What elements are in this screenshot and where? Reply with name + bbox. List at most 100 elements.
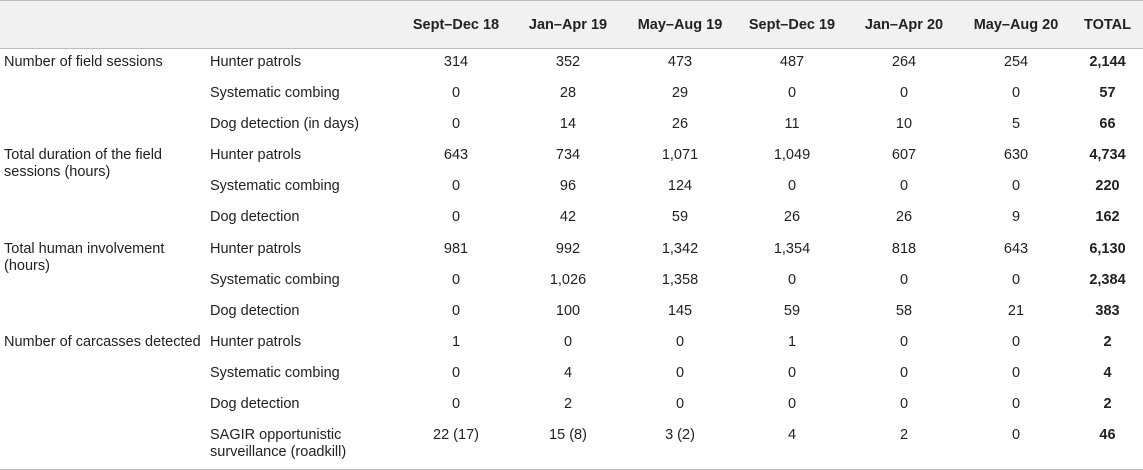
table-cell: 0 (899, 178, 909, 195)
column-header: May–Aug 19 (624, 0, 736, 49)
table-cell: 1,071 (661, 147, 699, 164)
row-method: Hunter patrols (210, 240, 302, 257)
total-cell: 57 (1099, 85, 1116, 102)
table-cell: 28 (559, 85, 577, 102)
table-cell: 14 (559, 116, 577, 133)
row-method: Systematic combing (210, 178, 340, 195)
table-row: Total human involvement (hours) Hunter p… (0, 236, 1143, 274)
table-cell: 352 (555, 54, 581, 70)
table-row: Dog detection 0 2 0 0 0 0 2 (0, 391, 1143, 422)
table-cell: 0 (451, 364, 461, 381)
table-row: Systematic combing 0 4 0 0 0 0 4 (0, 360, 1143, 391)
table-cell: 314 (443, 54, 469, 70)
table-row: Dog detection (in days) 0 14 26 11 10 5 … (0, 111, 1143, 142)
table-cell: 96 (559, 178, 577, 195)
table-cell: 0 (1011, 396, 1021, 413)
row-method: Dog detection (in days) (210, 116, 360, 133)
table-cell: 0 (1011, 85, 1021, 102)
row-method: Systematic combing (210, 85, 340, 102)
table-cell: 1,354 (773, 240, 811, 257)
table-row: Number of carcasses detected Hunter patr… (0, 328, 1143, 470)
row-method: Systematic combing (210, 271, 340, 288)
row-category: Total duration of the field sessions (ho… (4, 147, 162, 181)
total-cell: 2 (1103, 333, 1112, 350)
total-cell: 383 (1095, 302, 1120, 319)
table-cell: 981 (443, 240, 469, 257)
table-cell: 59 (671, 209, 689, 226)
column-header: TOTAL (1072, 0, 1143, 49)
table-cell: 145 (667, 302, 693, 319)
row-method: Hunter patrols (210, 54, 302, 70)
table-cell: 0 (563, 333, 573, 350)
table-cell: 0 (451, 302, 461, 319)
table-cell: 26 (783, 209, 801, 226)
total-cell: 46 (1072, 422, 1143, 470)
table-row: Systematic combing 0 28 29 0 0 0 57 (0, 80, 1143, 111)
table-cell: 10 (895, 116, 913, 133)
table-cell: 59 (783, 302, 801, 319)
table-cell: 0 (1011, 364, 1021, 381)
table-cell: 0 (899, 333, 909, 350)
row-method: Dog detection (210, 209, 300, 226)
total-cell: 4,734 (1089, 147, 1126, 164)
table-cell: 0 (787, 85, 797, 102)
table-cell: 734 (555, 147, 581, 164)
table-cell: 0 (899, 364, 909, 381)
table-cell: 1 (787, 333, 797, 350)
table-cell: 0 (451, 396, 461, 413)
table-cell: 264 (891, 54, 917, 70)
table-cell: 643 (1003, 240, 1029, 257)
table-row: Total duration of the field sessions (ho… (0, 142, 1143, 180)
table-cell: 21 (1007, 302, 1025, 319)
row-category: Total human involvement (hours) (4, 240, 165, 274)
table-cell: 0 (787, 396, 797, 413)
table-row: Number of field sessions Hunter patrols … (0, 49, 1143, 81)
table-cell: 0 (451, 85, 461, 102)
row-method: Systematic combing (210, 364, 340, 381)
table-cell: 2 (848, 422, 960, 470)
table-cell: 1,026 (549, 271, 587, 288)
table-cell: 254 (1003, 54, 1029, 70)
table-cell: 992 (555, 240, 581, 257)
table-cell: 0 (899, 271, 909, 288)
table-cell: 607 (891, 147, 917, 164)
table-cell: 0 (1011, 178, 1021, 195)
table-row: Systematic combing 0 1,026 1,358 0 0 0 2… (0, 267, 1143, 298)
table-cell: 0 (787, 364, 797, 381)
table-row: Systematic combing 0 96 124 0 0 0 220 (0, 173, 1143, 204)
table-cell: 0 (899, 85, 909, 102)
table-cell: 1,049 (773, 147, 811, 164)
table-cell: 1,358 (661, 271, 699, 288)
table-cell: 5 (1011, 116, 1021, 133)
header-row: Sept–Dec 18 Jan–Apr 19 May–Aug 19 Sept–D… (0, 0, 1143, 49)
table-cell: 0 (899, 396, 909, 413)
table-row: Dog detection 0 42 59 26 26 9 162 (0, 204, 1143, 235)
table-cell: 0 (787, 271, 797, 288)
column-header: Sept–Dec 18 (400, 0, 512, 49)
table-cell: 0 (675, 396, 685, 413)
row-category: Number of field sessions (4, 54, 163, 70)
table-cell: 0 (960, 422, 1072, 470)
total-cell: 2,144 (1089, 54, 1126, 70)
table-cell: 22 (17) (400, 422, 512, 470)
total-cell: 162 (1095, 209, 1120, 226)
table-cell: 0 (451, 271, 461, 288)
row-category: Number of carcasses detected (0, 328, 204, 470)
table-cell: 0 (787, 178, 797, 195)
table-cell: 0 (1011, 271, 1021, 288)
table-row: Dog detection 0 100 145 59 58 21 383 (0, 298, 1143, 329)
table-cell: 0 (451, 209, 461, 226)
table-cell: 487 (779, 54, 805, 70)
total-cell: 4 (1103, 364, 1112, 381)
table-cell: 818 (891, 240, 917, 257)
row-method: Dog detection (210, 396, 300, 413)
table-cell: 473 (667, 54, 693, 70)
table-cell: 58 (895, 302, 913, 319)
table-cell: 100 (555, 302, 581, 319)
column-header: Jan–Apr 20 (848, 0, 960, 49)
column-header: May–Aug 20 (960, 0, 1072, 49)
table-cell: 29 (671, 85, 689, 102)
row-method: Dog detection (210, 302, 300, 319)
total-cell: 6,130 (1089, 240, 1126, 257)
